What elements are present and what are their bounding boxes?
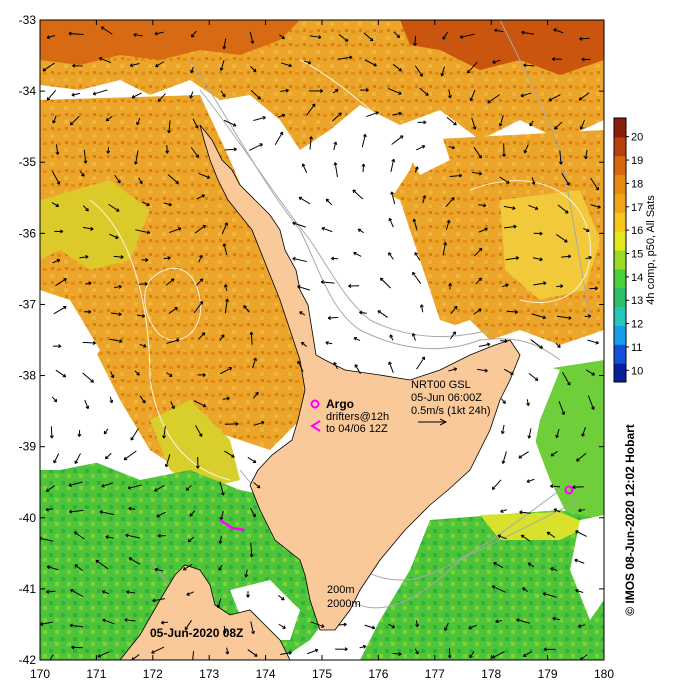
cloud-7: [400, 130, 450, 175]
colorbar-segment: [614, 287, 626, 308]
current-vectors: [40, 26, 601, 660]
lon-tick-label-8: 178: [481, 667, 501, 681]
colorbar-tick-10: 10: [631, 365, 643, 377]
colorbar-segment: [614, 306, 626, 326]
cloud-5: [570, 515, 604, 620]
south-island: [119, 564, 291, 660]
sst-yellow-west-2: [150, 400, 240, 490]
latitude-axis: -33 -34 -35 -36 -37 -38 -39 -40 -41 -42: [19, 13, 604, 667]
lat-tick-label-9: -42: [19, 653, 37, 667]
sst-green-se: [360, 510, 604, 660]
sst-yellow-east: [500, 190, 600, 300]
nrt-label-line3: 0.5m/s (1kt 24h): [411, 405, 490, 417]
lon-tick-label-5: 175: [312, 667, 332, 681]
lat-tick-label-4: -37: [19, 297, 37, 311]
colorbar-segment: [614, 174, 626, 194]
colorbar-segment: [614, 155, 626, 176]
colorbar-segment: [614, 212, 626, 232]
lat-tick-label-0: -33: [19, 13, 37, 27]
lat-tick-label-3: -36: [19, 226, 37, 240]
lat-tick-label-5: -38: [19, 369, 37, 383]
lon-tick-label-9: 179: [538, 667, 558, 681]
drifters-label-line1: drifters@12h: [326, 411, 389, 423]
cloud-3: [440, 360, 560, 515]
longitude-axis: 170 171 172 173 174 175 176 177 178 179 180: [30, 20, 614, 681]
imos-credit: © IMOS 08-Jun-2020 12:02 Hobart: [623, 424, 637, 616]
cloud-4: [40, 390, 130, 470]
lat-tick-label-6: -39: [19, 440, 37, 454]
depth-200-label: 200m: [327, 584, 355, 596]
lat-tick-label-8: -41: [19, 582, 37, 596]
colorbar-segment: [614, 193, 626, 213]
lat-tick-label-1: -34: [19, 84, 37, 98]
lon-tick-label-7: 177: [425, 667, 445, 681]
colorbar-segment: [614, 344, 626, 364]
colorbar-segment: [614, 268, 626, 289]
nrt-label-line2: 05-Jun 06:00Z: [411, 392, 482, 404]
colorbar-segment: [614, 325, 626, 345]
lat-tick-label-7: -40: [19, 511, 37, 525]
sst-green-east: [535, 360, 604, 520]
colorbar-tick-5: 15: [631, 249, 643, 261]
sst-isotherms: [89, 59, 591, 481]
drifter-track: [219, 518, 245, 532]
colorbar: 20 19 18 17 16 15 14 13 12 11 10: [613, 117, 643, 383]
sst-yellow-se: [480, 512, 590, 540]
map-date-label: 05-Jun-2020 08Z: [150, 626, 243, 640]
lon-tick-label-10: 180: [594, 667, 614, 681]
lon-tick-label-1: 171: [86, 667, 106, 681]
colorbar-tick-3: 17: [631, 202, 643, 214]
colorbar-tick-4: 16: [631, 225, 643, 237]
argo-float-marker: [564, 485, 574, 495]
drifters-label-line2: to 04/06 12Z: [326, 423, 388, 435]
colorbar-tick-0: 20: [631, 132, 643, 144]
lon-tick-label-0: 170: [30, 667, 50, 681]
sst-field: [40, 20, 604, 660]
colorbar-segment: [614, 363, 626, 383]
argo-legend-marker: [310, 399, 320, 409]
colorbar-tick-2: 18: [631, 178, 643, 190]
argo-label: Argo: [326, 397, 354, 411]
colorbar-tick-6: 14: [631, 272, 643, 284]
colorbar-tick-8: 12: [631, 319, 643, 331]
lon-tick-label-3: 173: [199, 667, 219, 681]
lat-tick-label-2: -35: [19, 155, 37, 169]
lon-tick-label-6: 176: [368, 667, 388, 681]
north-island: [199, 124, 521, 631]
nrt-label-line1: NRT00 GSL: [411, 379, 471, 391]
colorbar-tick-7: 13: [631, 295, 643, 307]
colorbar-segment: [614, 231, 626, 251]
colorbar-segment: [614, 250, 626, 270]
depth-2000-label: 2000m: [327, 598, 361, 610]
colorbar-segment: [614, 136, 626, 157]
lon-tick-label-2: 172: [143, 667, 163, 681]
colorbar-segment: [614, 118, 626, 138]
lon-tick-label-4: 174: [256, 667, 276, 681]
cloud-1: [40, 290, 100, 400]
colorbar-tick-9: 11: [631, 342, 642, 354]
colorbar-tick-1: 19: [631, 155, 643, 167]
drifter-legend-marker: [310, 420, 321, 432]
sst-dark-north-left: [40, 20, 300, 65]
sst-yellow-west: [40, 180, 150, 270]
colorbar-title: 4h comp, p50, All Sats: [645, 195, 657, 305]
sst-darkest-north: [400, 20, 604, 75]
